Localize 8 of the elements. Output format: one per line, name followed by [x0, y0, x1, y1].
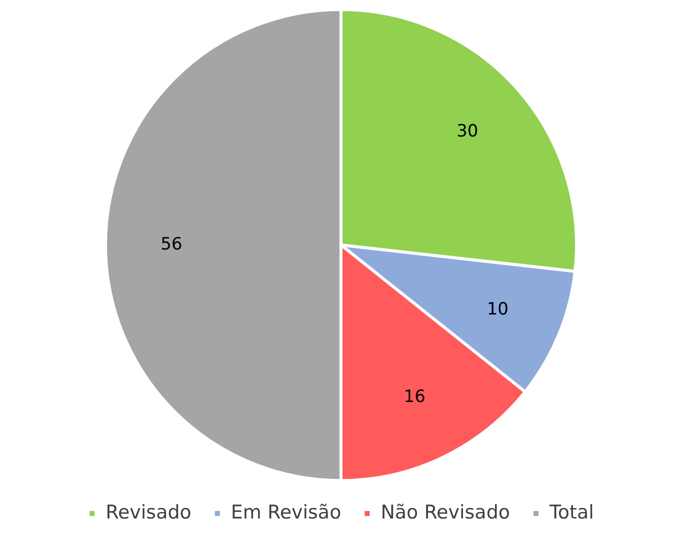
- data-label: 30: [456, 121, 478, 142]
- data-label: 16: [404, 387, 426, 408]
- data-label: 56: [160, 234, 182, 254]
- data-label: 10: [486, 299, 508, 320]
- legend-label: Revisado: [106, 501, 192, 524]
- legend-label: Total: [548, 501, 594, 524]
- legend-label: Em Revisão: [230, 501, 342, 524]
- legend-label: Não Revisado: [380, 501, 510, 524]
